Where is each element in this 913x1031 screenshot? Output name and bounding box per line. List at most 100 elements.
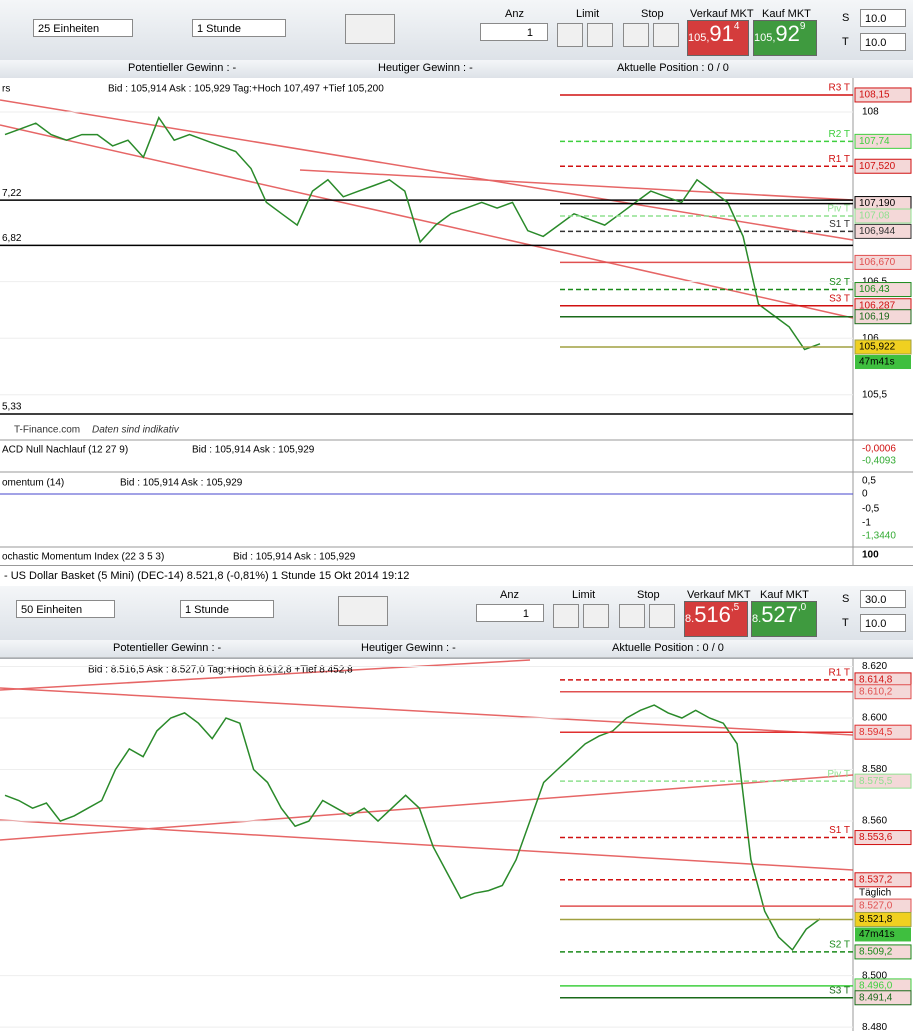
y-tick-label: 8.560 [862, 816, 887, 827]
stoch-tick: 100 [862, 550, 879, 561]
level-value: 105,922 [859, 342, 896, 353]
chart-type-button[interactable] [338, 596, 388, 626]
buy-prefix: 105, [754, 32, 776, 44]
units-select[interactable]: 50 Einheiten [16, 600, 115, 618]
timer: 47m41s [859, 929, 895, 940]
today-gain: Heutiger Gewinn : - [378, 62, 473, 74]
buy-button[interactable]: 105,929 [753, 20, 817, 56]
anz-input[interactable]: 1 [476, 604, 544, 622]
s-input[interactable]: 30.0 [860, 590, 906, 608]
level-label: 7,22 [2, 188, 22, 199]
anz-input[interactable]: 1 [480, 23, 548, 41]
y-tick-label: 106,5 [862, 276, 887, 287]
level-value: 107,08 [859, 211, 890, 222]
stop-sell[interactable] [653, 23, 679, 47]
sell-label: Verkauf MKT [687, 589, 751, 601]
timer-tag [855, 355, 911, 370]
momentum-tick: -1 [862, 518, 871, 529]
level-value: 107,74 [859, 136, 890, 147]
level-value: 108,15 [859, 90, 890, 101]
chart-type-button[interactable] [345, 14, 395, 44]
macd-quote: Bid : 105,914 Ask : 105,929 [192, 445, 315, 456]
stop-buy[interactable] [623, 23, 649, 47]
buy-label: Kauf MKT [760, 589, 809, 601]
s-input[interactable]: 10.0 [860, 9, 906, 27]
buy-prefix: 8. [752, 613, 762, 625]
position-text2: / 0 [711, 642, 724, 654]
limit-sell[interactable] [583, 604, 609, 628]
stop-buy[interactable] [619, 604, 645, 628]
trend-lines [0, 99, 854, 871]
level-value: 8.594,5 [859, 727, 893, 738]
level-tag-name: R1 T [829, 668, 851, 679]
level-tag [854, 133, 912, 149]
level-tag-name: S2 T [829, 277, 850, 288]
level-value: 8.614,8 [859, 675, 893, 686]
limit-buy[interactable] [557, 23, 583, 47]
interval-select[interactable]: 1 Stunde [192, 19, 286, 37]
level-tag [854, 87, 912, 103]
price-line [4, 704, 821, 952]
t-input[interactable]: 10.0 [860, 614, 906, 632]
y-tick-label: 8.500 [862, 970, 887, 981]
units-select[interactable]: 25 Einheiten [33, 19, 133, 37]
t-input[interactable]: 10.0 [860, 33, 906, 51]
level-value: 106,944 [859, 226, 896, 237]
stop-sell[interactable] [649, 604, 675, 628]
level-value: 8.491,4 [859, 992, 893, 1003]
level-value: 106,287 [859, 300, 896, 311]
level-tag-name: S3 T [829, 293, 850, 304]
anz-label: Anz [505, 8, 524, 20]
s-label: S [842, 593, 850, 605]
stoch-quote: Bid : 105,914 Ask : 105,929 [233, 552, 356, 563]
momentum-tick: 0,5 [862, 476, 876, 487]
watermark-note: Daten sind indikativ [92, 425, 180, 436]
stop-label: Stop [641, 8, 664, 20]
sell-button[interactable]: 105,914 [687, 20, 749, 56]
momentum-name: omentum (14) [2, 478, 64, 489]
y-tick-label: 105,5 [862, 389, 887, 400]
level-value: 8.509,2 [859, 947, 893, 958]
buy-main: 527 [761, 602, 798, 627]
level-value: 8.496,0 [859, 981, 893, 992]
level-value: 8.537,2 [859, 874, 893, 885]
buy-main: 92 [775, 21, 800, 46]
level-note: Täglich [859, 887, 891, 898]
level-tag [854, 223, 912, 239]
limit-label: Limit [576, 8, 600, 20]
limit-sell[interactable] [587, 23, 613, 47]
y-tick-label: 8.620 [862, 661, 887, 672]
position-text: Aktuelle Position : 0 [617, 62, 714, 74]
level-tag [854, 339, 912, 355]
level-tag-name: Piv T [827, 769, 850, 780]
limit-buy[interactable] [553, 604, 579, 628]
buy-sup: 9 [799, 21, 806, 32]
t-label: T [842, 36, 849, 48]
sell-button[interactable]: 8.516,5 [684, 601, 748, 637]
level-tag [854, 773, 912, 789]
macd-name: ACD Null Nachlauf (12 27 9) [2, 445, 128, 456]
chart-bg [0, 78, 913, 440]
window-title: - US Dollar Basket (5 Mini) (DEC-14) 8.5… [0, 565, 913, 587]
y-tick-label: 106 [862, 333, 879, 344]
sell-main: 91 [709, 21, 734, 46]
stoch-name: ochastic Momentum Index (22 3 5 3) [2, 552, 164, 563]
buy-button[interactable]: 8.527,0 [751, 601, 817, 637]
level-value: 106,43 [859, 284, 890, 295]
position-text: Aktuelle Position : 0 [612, 642, 709, 654]
level-tag-name: S1 T [829, 219, 850, 230]
sell-main: 516 [694, 602, 731, 627]
t-label: T [842, 617, 849, 629]
level-tag [854, 684, 912, 700]
chart-name: rs [2, 84, 10, 95]
y-tick-label: 108 [862, 107, 879, 118]
limit-label: Limit [572, 589, 596, 601]
level-tag-name: R3 T [829, 83, 851, 94]
interval-select[interactable]: 1 Stunde [180, 600, 274, 618]
level-value: 8.610,2 [859, 686, 893, 697]
level-value: 107,520 [859, 161, 896, 172]
price-line [4, 116, 821, 351]
level-value: 106,19 [859, 311, 890, 322]
